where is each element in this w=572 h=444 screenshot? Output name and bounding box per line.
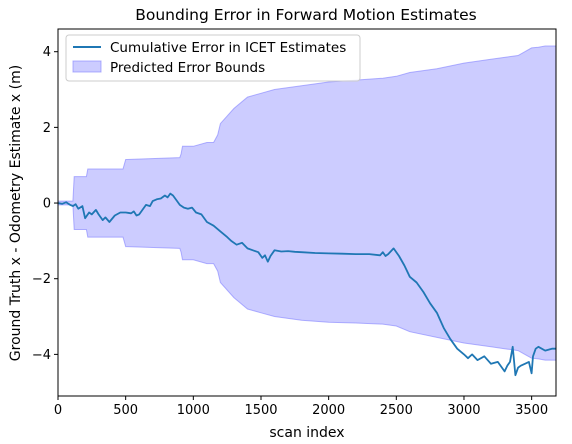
legend-frame — [65, 34, 361, 82]
error-line-layer — [57, 192, 556, 377]
legend-label-band: Predicted Error Bounds — [110, 60, 265, 76]
legend-label-line: Cumulative Error in ICET Estimates — [110, 40, 346, 56]
bounds-band-layer — [57, 45, 557, 361]
error-line — [57, 192, 556, 377]
y-tick-label: −4 — [32, 348, 51, 363]
x-axis-ticks: 0 500 1000 1500 2000 2500 3000 3500 — [54, 396, 548, 418]
y-axis-ticks: −4 −2 0 2 4 — [32, 45, 58, 363]
legend-swatch-band — [72, 60, 102, 73]
y-tick-label: 0 — [43, 197, 51, 212]
chart-title: Bounding Error in Forward Motion Estimat… — [135, 6, 477, 24]
y-tick-label: 4 — [43, 45, 51, 60]
x-tick-label: 2500 — [380, 403, 413, 418]
y-tick-label: 2 — [43, 121, 51, 136]
x-axis-label: scan index — [269, 425, 344, 441]
bounds-band — [57, 45, 557, 361]
y-axis-label: Ground Truth x - Odometry Estimate x (m) — [8, 65, 24, 361]
y-tick-label: −2 — [32, 272, 51, 287]
x-tick-label: 3500 — [515, 403, 548, 418]
x-tick-label: 0 — [54, 403, 62, 418]
x-tick-label: 1500 — [244, 403, 277, 418]
x-tick-label: 500 — [113, 403, 138, 418]
legend: Cumulative Error in ICET Estimates Predi… — [65, 34, 361, 82]
x-tick-label: 2000 — [312, 403, 345, 418]
axes-frame — [57, 28, 557, 397]
x-tick-label: 1000 — [177, 403, 210, 418]
x-tick-label: 3000 — [447, 403, 480, 418]
plot-area — [57, 45, 557, 377]
